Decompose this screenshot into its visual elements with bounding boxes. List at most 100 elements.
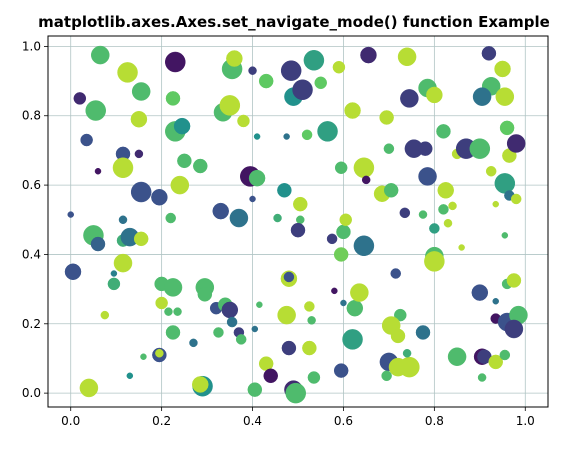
scatter-point	[504, 319, 524, 339]
y-tick-label: 0.2	[22, 317, 41, 331]
scatter-point	[494, 173, 516, 194]
scatter-point	[469, 138, 491, 159]
scatter-point	[117, 62, 138, 83]
scatter-point	[113, 253, 133, 273]
scatter-point	[79, 378, 99, 398]
x-tick-label: 1.0	[516, 414, 535, 428]
scatter-point	[390, 328, 406, 344]
scatter-point	[165, 51, 186, 73]
scatter-point	[189, 338, 198, 348]
scatter-point	[283, 133, 290, 140]
scatter-point	[379, 110, 394, 125]
scatter-point	[165, 212, 176, 224]
scatter-point	[394, 308, 407, 322]
scatter-point	[418, 141, 433, 156]
scatter-point	[91, 45, 110, 65]
scatter-point	[304, 301, 315, 312]
scatter-point	[326, 233, 338, 245]
scatter-point	[415, 325, 431, 340]
scatter-point	[339, 213, 352, 227]
scatter-point	[67, 211, 74, 218]
scatter-point	[173, 117, 191, 135]
scatter-point	[447, 347, 467, 366]
scatter-point	[277, 305, 296, 325]
scatter-point	[492, 200, 499, 208]
scatter-point	[90, 236, 106, 252]
scatter-point	[307, 316, 316, 325]
scatter-point	[344, 102, 361, 119]
scatter-point	[334, 161, 348, 175]
scatter-point	[506, 134, 526, 153]
scatter-point	[213, 327, 224, 338]
scatter-point	[331, 287, 338, 295]
scatter-point	[307, 371, 321, 384]
scatter-point	[94, 167, 102, 175]
scatter-point	[64, 263, 82, 281]
scatter-point	[492, 297, 499, 305]
scatter-point	[177, 153, 192, 169]
scatter-point	[353, 157, 375, 179]
scatter-point	[277, 183, 292, 198]
x-tick-label: 0.4	[243, 414, 262, 428]
scatter-point	[426, 86, 443, 104]
scatter-point	[248, 169, 266, 187]
scatter-point	[130, 110, 148, 128]
scatter-point	[155, 296, 168, 310]
scatter-point	[488, 354, 503, 370]
y-tick-label: 0.0	[22, 386, 41, 400]
scatter-point	[151, 188, 168, 206]
scatter-point	[499, 349, 511, 361]
scatter-point	[381, 370, 392, 382]
scatter-point	[429, 223, 440, 234]
scatter-point	[118, 215, 128, 225]
scatter-point	[333, 247, 349, 262]
scatter-point	[170, 175, 190, 195]
scatter-point	[485, 165, 497, 177]
x-tick-label: 0.0	[61, 414, 80, 428]
scatter-point	[140, 353, 147, 360]
scatter-point	[361, 175, 371, 185]
scatter-point	[248, 66, 257, 75]
scatter-point	[133, 231, 149, 247]
scatter-point	[448, 201, 457, 211]
scatter-point	[273, 213, 282, 223]
scatter-point	[107, 277, 121, 291]
scatter-point	[73, 92, 87, 105]
y-tick-label: 0.6	[22, 178, 41, 192]
scatter-point	[112, 157, 134, 179]
scatter-point	[317, 121, 338, 142]
scatter-point	[350, 283, 369, 302]
x-tick-label: 0.2	[152, 414, 171, 428]
scatter-point	[247, 382, 263, 397]
scatter-point	[399, 356, 420, 378]
scatter-point	[131, 82, 151, 101]
scatter-point	[173, 307, 182, 316]
x-axis-ticks: 0.0 0.2 0.4 0.6 0.8 1.0	[61, 407, 535, 428]
scatter-point	[390, 268, 401, 279]
scatter-point	[400, 89, 419, 108]
scatter-point	[443, 218, 453, 228]
y-tick-label: 0.8	[22, 109, 41, 123]
scatter-point	[100, 310, 110, 320]
scatter-point	[85, 100, 106, 121]
scatter-point	[506, 273, 522, 288]
scatter-point	[333, 363, 349, 378]
scatter-point	[402, 349, 412, 358]
scatter-point	[235, 334, 247, 345]
scatter-point	[130, 181, 152, 203]
scatter-point	[510, 193, 522, 205]
scatter-point	[226, 316, 238, 328]
scatter-point	[292, 79, 313, 100]
scatter-point	[472, 87, 492, 106]
scatter-point	[438, 204, 449, 215]
scatter-point	[80, 133, 93, 147]
scatter-point	[197, 287, 213, 302]
x-tick-label: 0.8	[425, 414, 444, 428]
scatter-point	[296, 215, 305, 225]
scatter-point	[342, 329, 363, 350]
scatter-point	[353, 235, 375, 257]
scatter-point	[285, 382, 306, 404]
scatter-point	[283, 271, 295, 283]
scatter-point	[165, 325, 181, 340]
